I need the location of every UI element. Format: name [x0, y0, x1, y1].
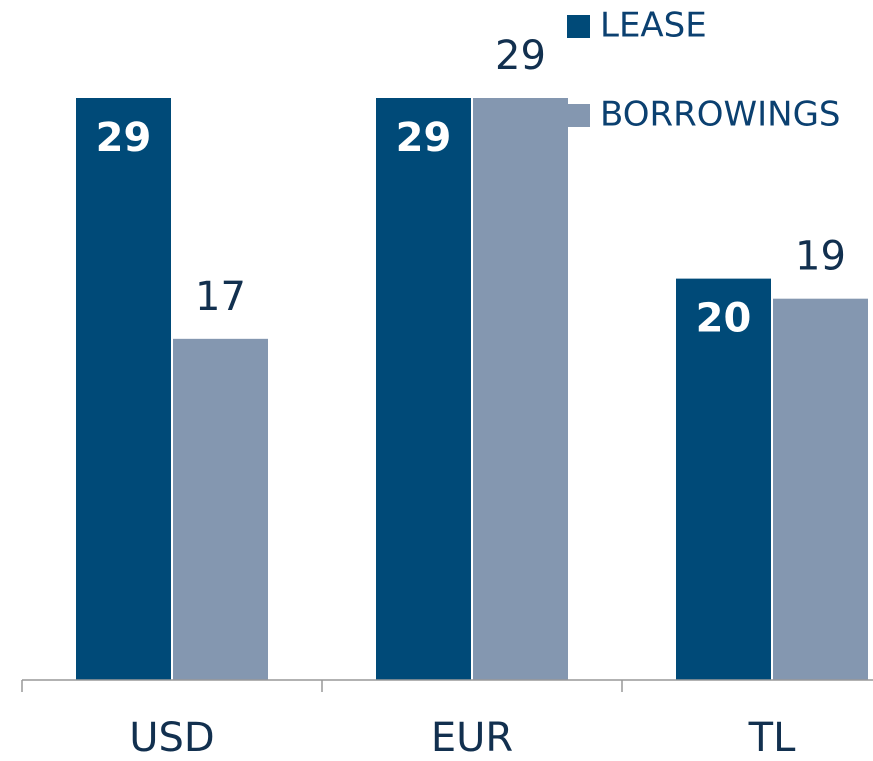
legend-label: LEASE	[600, 6, 707, 46]
legend-label: BORROWINGS	[600, 95, 841, 135]
value-label: 29	[96, 115, 152, 161]
legend-swatch	[567, 104, 590, 127]
value-label: 19	[795, 234, 846, 280]
value-label: 20	[696, 296, 752, 342]
x-tick-label: USD	[129, 715, 214, 761]
bar	[676, 278, 771, 680]
bar	[473, 98, 568, 680]
value-label: 29	[396, 115, 452, 161]
x-tick-label: TL	[748, 715, 796, 761]
bar	[173, 338, 268, 680]
value-label: 29	[495, 33, 546, 79]
legend-swatch	[567, 15, 590, 38]
bar	[376, 98, 471, 680]
bar	[76, 98, 171, 680]
bar	[773, 298, 868, 680]
value-label: 17	[195, 274, 246, 320]
x-tick-label: EUR	[431, 715, 513, 761]
